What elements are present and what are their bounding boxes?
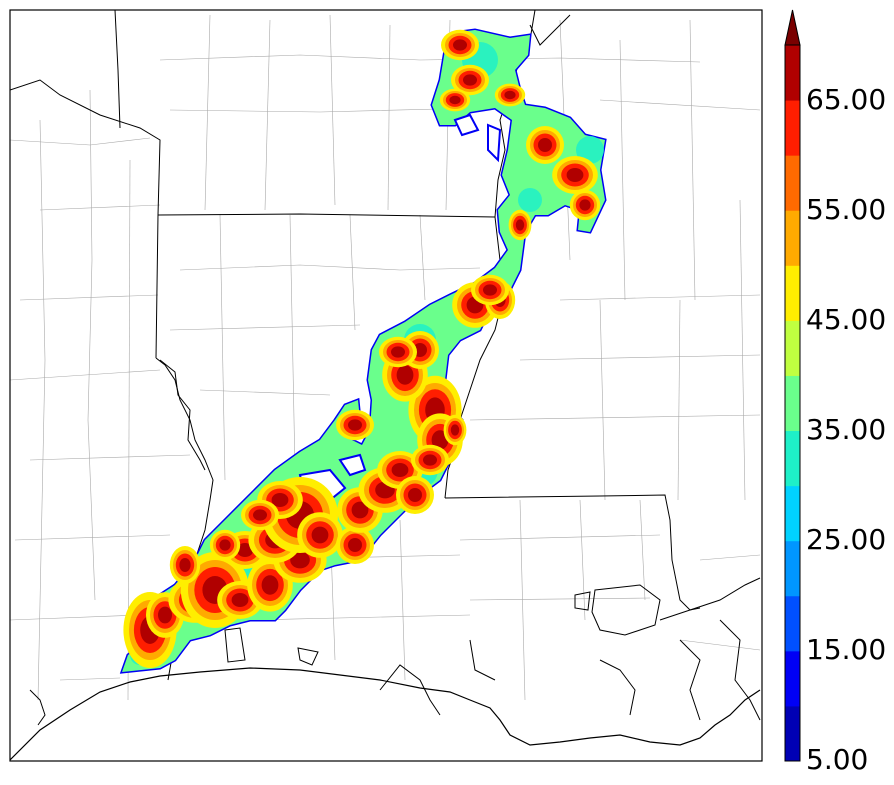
colorbar-label-15: 15.00 (806, 633, 887, 666)
colorbar-segment (785, 705, 800, 762)
convective-cell (290, 551, 310, 569)
colorbar-segment (785, 650, 800, 707)
reflectivity-area (453, 113, 480, 137)
convective-cell (453, 39, 467, 51)
colorbar-label-25: 25.00 (806, 523, 887, 556)
convective-cell (311, 526, 329, 544)
colorbar-extend-arrow (784, 9, 801, 46)
colorbar-label-65: 65.00 (806, 83, 887, 116)
convective-cell (538, 138, 552, 152)
convective-cell (348, 419, 362, 431)
colorbar-segment (785, 265, 800, 321)
colorbar-segment (785, 430, 800, 487)
convective-cell (271, 493, 289, 507)
reflectivity-swath (119, 28, 607, 674)
colorbar-segment (785, 485, 800, 542)
convective-cell (431, 430, 449, 450)
convective-cell (408, 488, 422, 502)
convective-cell (253, 509, 267, 521)
county-lines (10, 14, 761, 701)
convective-cell (579, 199, 591, 211)
convective-cell (348, 538, 362, 552)
convective-cell (423, 454, 437, 466)
reflectivity-area (338, 453, 367, 477)
convective-cell (219, 539, 231, 551)
state-boundaries (10, 10, 701, 681)
colorbar-segment (785, 155, 800, 211)
coastline (10, 667, 761, 761)
colorbar-outline (784, 44, 801, 762)
colorbar-segment (785, 210, 800, 266)
convective-cell (391, 346, 405, 358)
reflectivity-cell (518, 188, 542, 212)
map-frame (9, 9, 763, 762)
colorbar-segment (785, 45, 800, 101)
colorbar-segment (785, 375, 800, 432)
reflectivity-cell (576, 136, 604, 164)
convective-cell (351, 501, 369, 519)
colorbar-label-5: 5.00 (806, 743, 869, 776)
convective-cell (158, 606, 172, 624)
colorbar-segment (785, 540, 800, 597)
colorbar-segment (785, 595, 800, 652)
convective-cell (179, 558, 191, 572)
convective-cell (483, 284, 497, 296)
convective-cell (261, 575, 279, 595)
reflectivity-area (487, 123, 502, 163)
convective-cell (566, 168, 584, 182)
colorbar-segment (785, 320, 800, 376)
convective-cell (450, 424, 460, 436)
colorbar-label-35: 35.00 (806, 413, 887, 446)
colorbar-label-55: 55.00 (806, 193, 887, 226)
convective-cell (231, 593, 249, 607)
convective-cell (463, 74, 477, 86)
convective-cell (236, 543, 254, 557)
convective-cell (391, 463, 409, 477)
convective-cell (504, 90, 516, 100)
convective-cell (449, 95, 461, 105)
colorbar-segment (785, 100, 800, 156)
convective-cell (396, 365, 414, 385)
convective-cell (515, 219, 525, 231)
colorbar (784, 9, 801, 762)
colorbar-label-45: 45.00 (806, 303, 887, 336)
